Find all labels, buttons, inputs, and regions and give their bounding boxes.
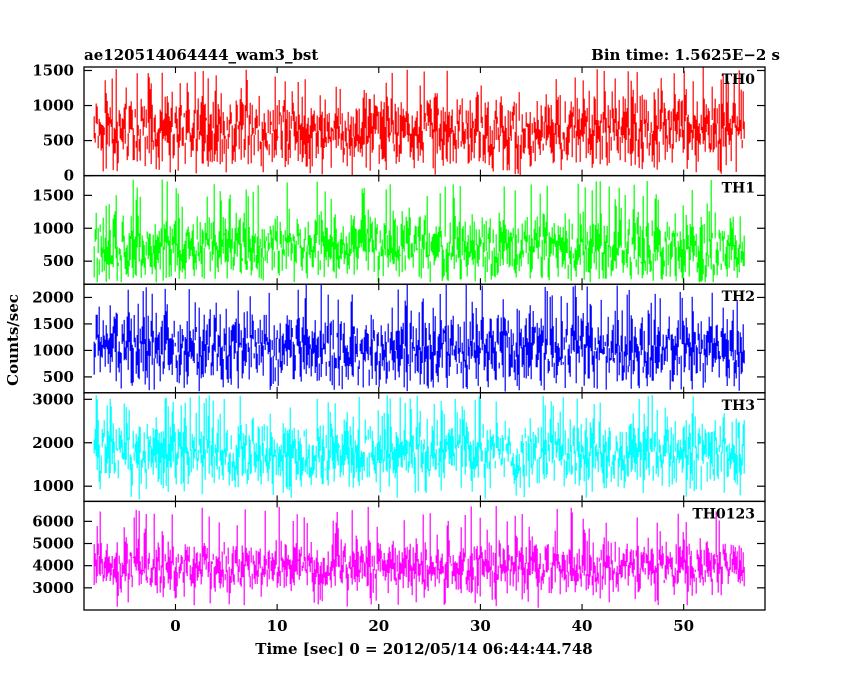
x-axis: 0 10 20 30 40 50 bbox=[170, 617, 694, 635]
y-tick-label: 500 bbox=[43, 368, 74, 386]
x-tick-label: 30 bbox=[470, 617, 491, 635]
y-tick-label: 2000 bbox=[32, 434, 74, 452]
y-tick-label: 1500 bbox=[32, 315, 74, 333]
panel-label: TH3 bbox=[722, 398, 755, 414]
panel-label: TH0 bbox=[722, 72, 756, 88]
y-tick-label: 4000 bbox=[32, 557, 74, 575]
signal-th0123 bbox=[93, 506, 745, 608]
y-tick-label: 3000 bbox=[32, 579, 74, 597]
x-axis-label: Time [sec] 0 = 2012/05/14 06:44:44.748 bbox=[255, 640, 592, 658]
y-tick-label: 1000 bbox=[32, 97, 74, 115]
panel-th2: 500 1000 1500 2000 TH2 bbox=[32, 283, 766, 394]
signal-th3 bbox=[93, 395, 745, 500]
y-tick-label: 1500 bbox=[32, 62, 74, 80]
panel-label: TH0123 bbox=[692, 506, 755, 522]
y-tick-label: 5000 bbox=[32, 535, 74, 553]
x-tick-label: 10 bbox=[267, 617, 288, 635]
y-tick-label: 1000 bbox=[32, 477, 74, 495]
bin-time-label: Bin time: 1.5625E−2 s bbox=[591, 46, 780, 64]
x-tick-label: 20 bbox=[368, 617, 389, 635]
x-tick-label: 40 bbox=[572, 617, 593, 635]
panel-th0: 0 500 1000 1500 TH0 bbox=[32, 62, 766, 185]
panel-frame bbox=[83, 500, 766, 611]
panels: 0 500 1000 1500 TH0 500 1000 1500 TH1 500 1000 1500… bbox=[32, 62, 766, 611]
panel-label: TH2 bbox=[722, 289, 755, 305]
y-tick-label: 2000 bbox=[32, 288, 74, 306]
panel-th0123: 3000 4000 5000 6000 TH0123 bbox=[32, 500, 766, 611]
y-tick-label: 1500 bbox=[32, 186, 74, 204]
x-tick-label: 0 bbox=[170, 617, 180, 635]
x-tick-label: 50 bbox=[673, 617, 694, 635]
y-tick-label: 500 bbox=[43, 252, 74, 270]
y-tick-label: 1000 bbox=[32, 219, 74, 237]
y-tick-label: 0 bbox=[64, 167, 74, 185]
panel-th1: 500 1000 1500 TH1 bbox=[32, 174, 766, 285]
panel-label: TH1 bbox=[722, 181, 755, 197]
signal-th0 bbox=[93, 67, 745, 176]
y-axis-label: Counts/sec bbox=[4, 294, 22, 386]
y-tick-label: 3000 bbox=[32, 390, 74, 408]
panel-th3: 1000 2000 3000 TH3 bbox=[32, 390, 766, 503]
y-tick-label: 500 bbox=[43, 132, 74, 150]
chart-title: ae120514064444_wam3_bst bbox=[84, 46, 318, 64]
signal-th1 bbox=[93, 179, 745, 283]
y-tick-label: 6000 bbox=[32, 512, 74, 530]
signal-th2 bbox=[93, 284, 745, 392]
y-tick-label: 1000 bbox=[32, 341, 74, 359]
